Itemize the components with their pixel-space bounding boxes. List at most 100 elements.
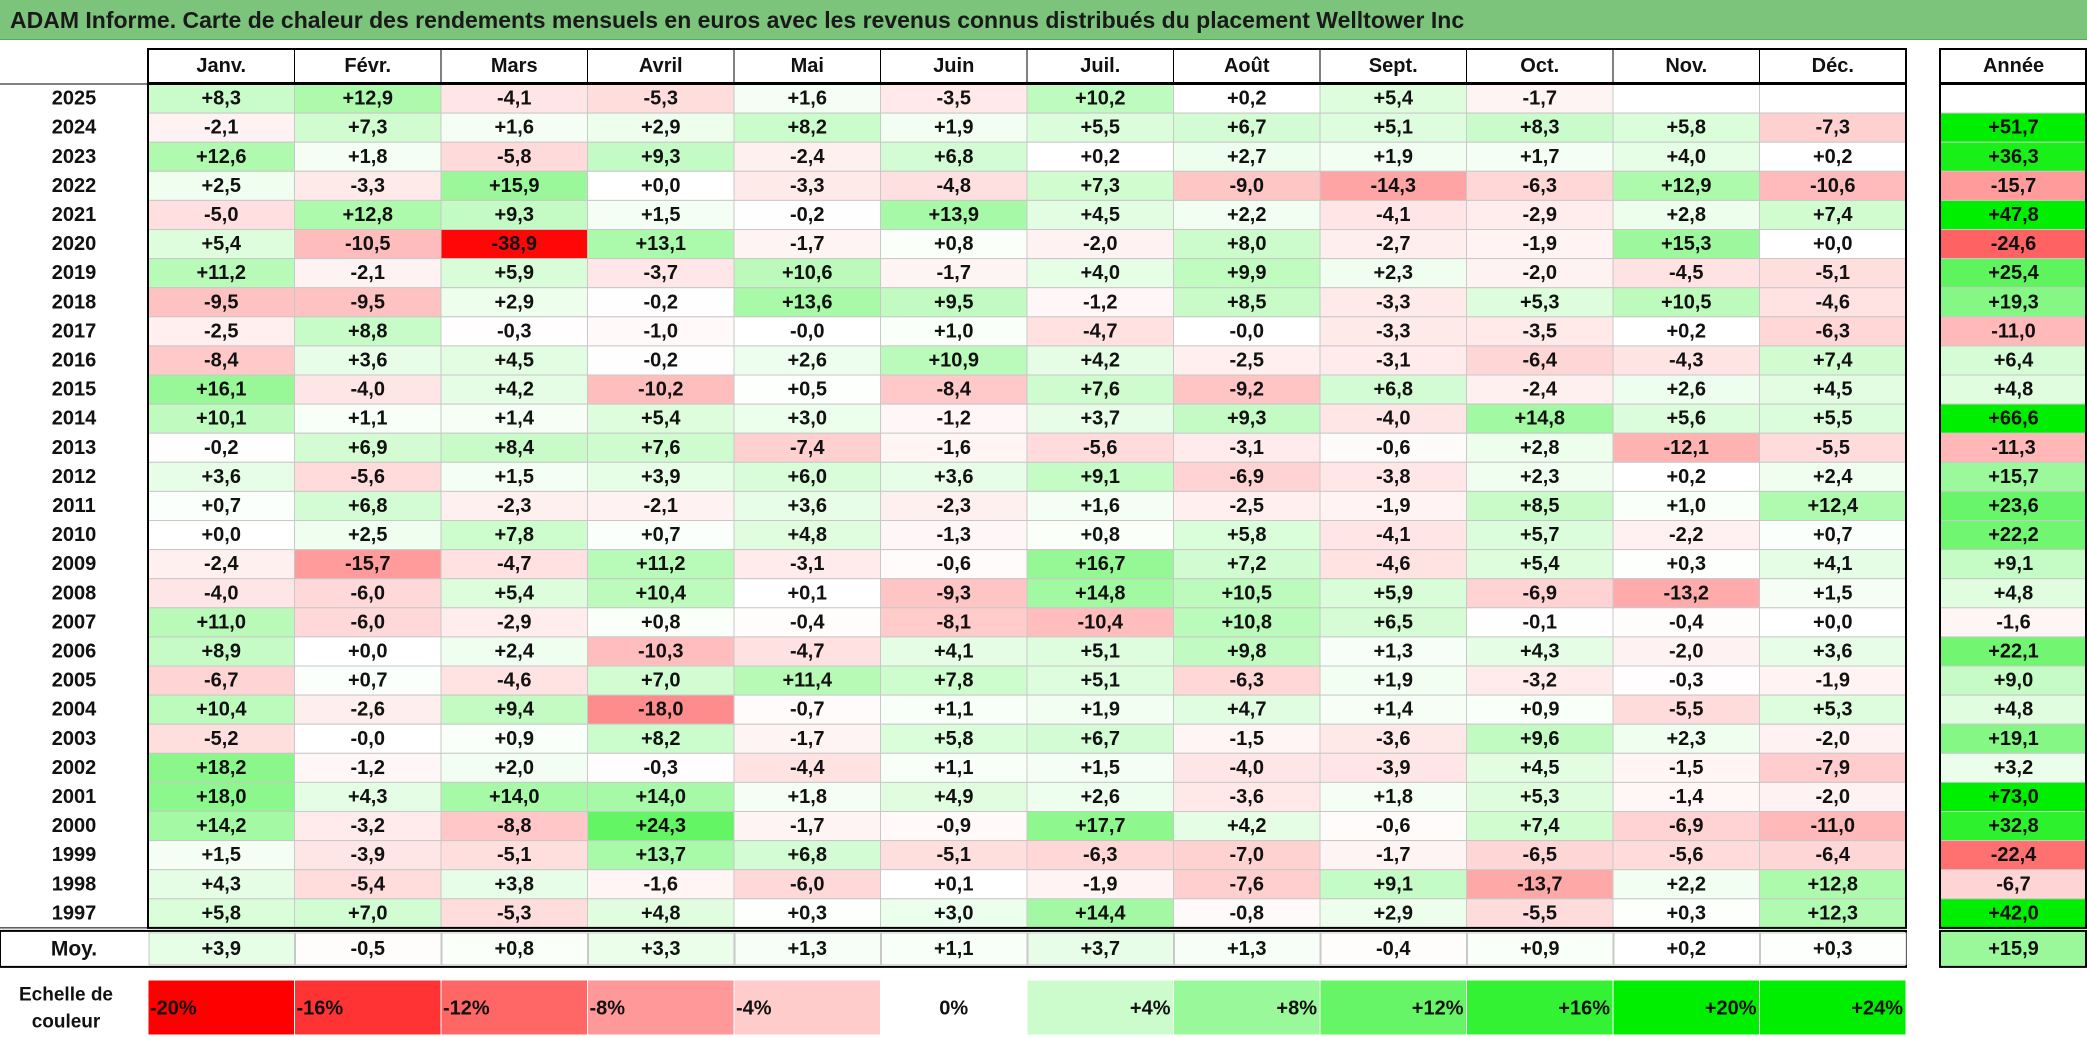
year-label-2014: 2014 bbox=[52, 408, 97, 430]
heat-cell bbox=[587, 578, 735, 609]
heat-cell bbox=[1466, 752, 1614, 783]
cell-value: +2,9 bbox=[1374, 902, 1413, 924]
heat-cell bbox=[1466, 287, 1614, 318]
heat-cell bbox=[440, 490, 588, 521]
cell-value: +0,2 bbox=[1227, 88, 1266, 110]
heat-cell bbox=[440, 258, 588, 289]
cell-value: +0,0 bbox=[202, 524, 241, 546]
heat-cell bbox=[440, 432, 588, 463]
cell-value: +0,3 bbox=[1667, 553, 1706, 575]
heat-cell bbox=[1319, 374, 1467, 405]
cell-value: +14,0 bbox=[635, 786, 686, 808]
heat-cell bbox=[440, 665, 588, 696]
cell-value: -3,3 bbox=[790, 175, 824, 197]
heat-cell bbox=[880, 112, 1028, 143]
heat-cell bbox=[1319, 170, 1467, 201]
annual-cell bbox=[1939, 170, 2087, 201]
heat-cell bbox=[1173, 345, 1321, 376]
heat-cell bbox=[147, 520, 295, 551]
month-header-11: Nov. bbox=[1665, 55, 1707, 77]
year-label-2011: 2011 bbox=[52, 495, 95, 517]
cell-value: +7,4 bbox=[1813, 349, 1853, 371]
cell-value: -0,6 bbox=[1376, 437, 1410, 459]
month-header-3: Mars bbox=[491, 55, 538, 77]
annual-value: +6,4 bbox=[1994, 349, 2034, 371]
annual-average-cell bbox=[1939, 929, 2087, 968]
heat-cell bbox=[1759, 811, 1907, 842]
cell-value: +1,9 bbox=[1081, 699, 1120, 721]
heat-cell bbox=[1026, 229, 1174, 260]
heat-cell bbox=[587, 83, 735, 114]
heat-cell bbox=[587, 287, 735, 318]
cell-value: -4,5 bbox=[1669, 262, 1703, 284]
heat-cell bbox=[1173, 141, 1321, 172]
heat-cell bbox=[1612, 83, 1760, 114]
heat-cell bbox=[1612, 199, 1760, 230]
average-value: +0,8 bbox=[495, 938, 534, 960]
cell-value: +18,2 bbox=[196, 757, 247, 779]
cell-value: -5,1 bbox=[497, 844, 531, 866]
cell-value: -9,5 bbox=[204, 291, 238, 313]
heat-cell bbox=[733, 403, 881, 434]
cell-value: -6,9 bbox=[1230, 466, 1264, 488]
cell-value: -3,3 bbox=[1376, 320, 1410, 342]
annual-value: +36,3 bbox=[1988, 146, 2039, 168]
heat-cell bbox=[880, 840, 1028, 871]
annual-value: +4,8 bbox=[1994, 582, 2033, 604]
heat-cell bbox=[1173, 840, 1321, 871]
heat-cell bbox=[880, 752, 1028, 783]
cell-value: +9,3 bbox=[641, 146, 680, 168]
cell-value: +1,9 bbox=[934, 117, 973, 139]
month-header-6: Juin bbox=[933, 55, 974, 77]
annual-value: +4,8 bbox=[1994, 699, 2033, 721]
heat-cell bbox=[1026, 112, 1174, 143]
cell-value: -1,5 bbox=[1230, 728, 1264, 750]
average-cell bbox=[1027, 932, 1174, 966]
cell-value: +10,8 bbox=[1221, 611, 1272, 633]
cell-value: -5,5 bbox=[1669, 699, 1703, 721]
scale-label: -20% bbox=[150, 998, 197, 1020]
cell-value: +1,4 bbox=[495, 408, 535, 430]
heat-cell bbox=[1026, 461, 1174, 492]
heat-cell bbox=[294, 287, 442, 318]
cell-value: +6,8 bbox=[348, 495, 387, 517]
heat-cell bbox=[1319, 461, 1467, 492]
cell-value: +8,5 bbox=[1520, 495, 1559, 517]
average-value: +1,1 bbox=[934, 938, 973, 960]
cell-value: -3,8 bbox=[1376, 466, 1410, 488]
cell-value: +5,4 bbox=[202, 233, 242, 255]
cell-value: -5,3 bbox=[644, 88, 678, 110]
annual-value: +47,8 bbox=[1988, 204, 2039, 226]
heat-cell bbox=[147, 461, 295, 492]
cell-value: +13,9 bbox=[928, 204, 979, 226]
month-header-1: Janv. bbox=[196, 55, 246, 77]
month-header-8: Août bbox=[1224, 55, 1270, 77]
cell-value: -18,0 bbox=[638, 699, 684, 721]
cell-value: +4,1 bbox=[934, 640, 973, 662]
heat-cell bbox=[587, 199, 735, 230]
heat-cell bbox=[1026, 170, 1174, 201]
heat-cell bbox=[1026, 723, 1174, 754]
cell-value: -8,1 bbox=[937, 611, 971, 633]
heat-cell bbox=[1612, 170, 1760, 201]
cell-value: +3,6 bbox=[202, 466, 241, 488]
heat-cell bbox=[1173, 869, 1321, 900]
annual-frame bbox=[1939, 83, 2087, 929]
cell-value: -5,8 bbox=[497, 146, 531, 168]
scale-label: -12% bbox=[443, 998, 490, 1020]
heat-cell bbox=[1319, 345, 1467, 376]
heat-cell bbox=[880, 403, 1028, 434]
cell-value: -1,0 bbox=[644, 320, 678, 342]
annual-value: +22,2 bbox=[1988, 524, 2039, 546]
cell-value: -2,0 bbox=[1669, 640, 1703, 662]
heat-cell bbox=[1173, 781, 1321, 813]
annual-header-frame bbox=[1939, 48, 2087, 84]
cell-value: -2,5 bbox=[1230, 349, 1264, 371]
cell-value: +12,8 bbox=[342, 204, 393, 226]
cell-value: +1,8 bbox=[1374, 786, 1413, 808]
cell-value: +7,4 bbox=[1813, 204, 1853, 226]
cell-value: +11,0 bbox=[196, 611, 246, 633]
annual-value: -22,4 bbox=[1991, 844, 2037, 866]
cell-value: +4,2 bbox=[1227, 815, 1266, 837]
heat-cell bbox=[1173, 170, 1321, 201]
